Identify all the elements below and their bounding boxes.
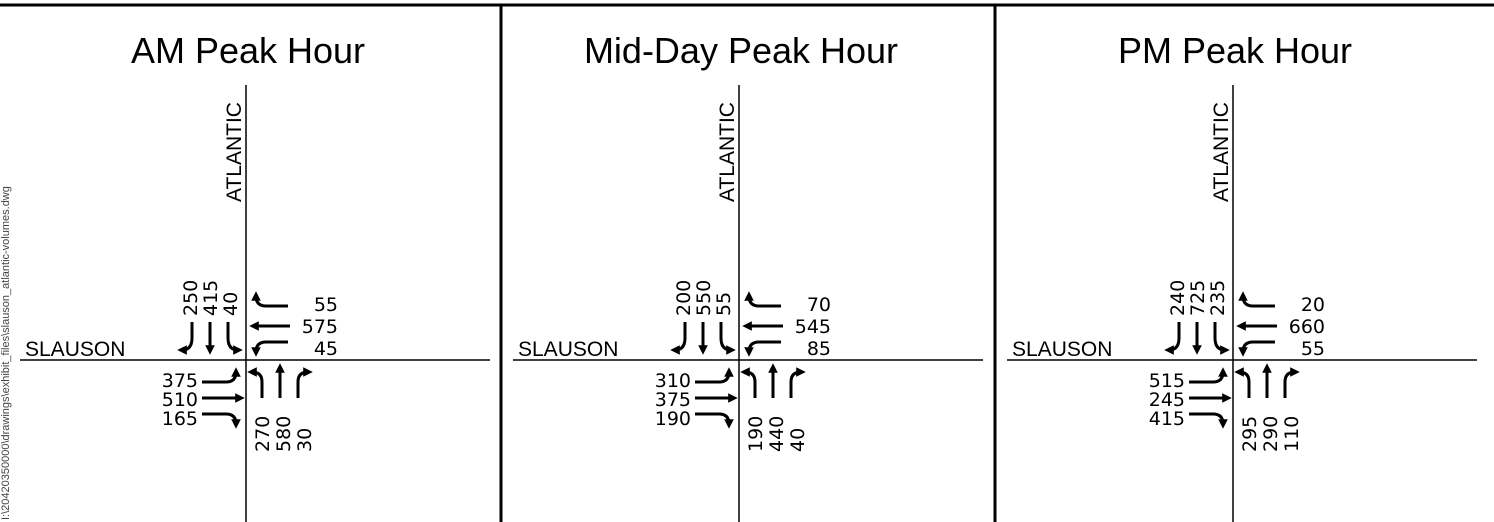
westbound-volume: 70 bbox=[807, 294, 831, 316]
eastbound-volume: 510 bbox=[162, 389, 198, 411]
north-south-label: ATLANTIC bbox=[223, 102, 246, 202]
eastbound-volume: 515 bbox=[1149, 370, 1185, 392]
file-path: I:\20420350000\drawings\exhibit_files\sl… bbox=[0, 186, 12, 520]
southbound-volume: 200 bbox=[673, 280, 695, 316]
northbound-volume: 40 bbox=[787, 428, 809, 452]
northbound-volume: 295 bbox=[1239, 416, 1261, 452]
northbound-volume: 580 bbox=[273, 416, 295, 452]
westbound-volume: 55 bbox=[314, 294, 338, 316]
eastbound-volume: 245 bbox=[1149, 389, 1185, 411]
east-west-label: SLAUSON bbox=[25, 338, 125, 361]
northbound-volume: 270 bbox=[252, 416, 274, 452]
northbound-volume: 110 bbox=[1281, 416, 1303, 452]
eastbound-volume: 375 bbox=[162, 370, 198, 392]
eastbound-volume: 165 bbox=[162, 408, 198, 430]
southbound-volume: 725 bbox=[1187, 280, 1209, 316]
panel: Mid-Day Peak Hour ATLANTIC SLAUSON 20055055… bbox=[513, 30, 983, 522]
westbound-volume: 545 bbox=[795, 316, 831, 338]
northbound-volume: 440 bbox=[766, 416, 788, 452]
northbound-volume: 190 bbox=[745, 416, 767, 452]
westbound-volume: 20 bbox=[1301, 294, 1325, 316]
eastbound-volume: 375 bbox=[655, 389, 691, 411]
westbound-volume: 575 bbox=[302, 316, 338, 338]
north-south-label: ATLANTIC bbox=[1210, 102, 1233, 202]
east-west-label: SLAUSON bbox=[1012, 338, 1112, 361]
northbound-volume: 290 bbox=[1260, 416, 1282, 452]
panel-title: Mid-Day Peak Hour bbox=[584, 30, 898, 71]
panel-title: AM Peak Hour bbox=[131, 30, 365, 71]
northbound-volume: 30 bbox=[294, 428, 316, 452]
southbound-volume: 55 bbox=[713, 292, 735, 316]
east-west-label: SLAUSON bbox=[518, 338, 618, 361]
panel-title: PM Peak Hour bbox=[1118, 30, 1352, 71]
eastbound-volume: 415 bbox=[1149, 408, 1185, 430]
southbound-volume: 235 bbox=[1207, 280, 1229, 316]
westbound-volume: 55 bbox=[1301, 338, 1325, 360]
westbound-volume: 85 bbox=[807, 338, 831, 360]
westbound-volume: 660 bbox=[1289, 316, 1325, 338]
southbound-volume: 240 bbox=[1167, 280, 1189, 316]
southbound-volume: 415 bbox=[200, 280, 222, 316]
eastbound-volume: 190 bbox=[655, 408, 691, 430]
southbound-volume: 550 bbox=[693, 280, 715, 316]
north-south-label: ATLANTIC bbox=[716, 102, 739, 202]
eastbound-volume: 310 bbox=[655, 370, 691, 392]
westbound-volume: 45 bbox=[314, 338, 338, 360]
southbound-volume: 250 bbox=[180, 280, 202, 316]
southbound-volume: 40 bbox=[220, 292, 242, 316]
